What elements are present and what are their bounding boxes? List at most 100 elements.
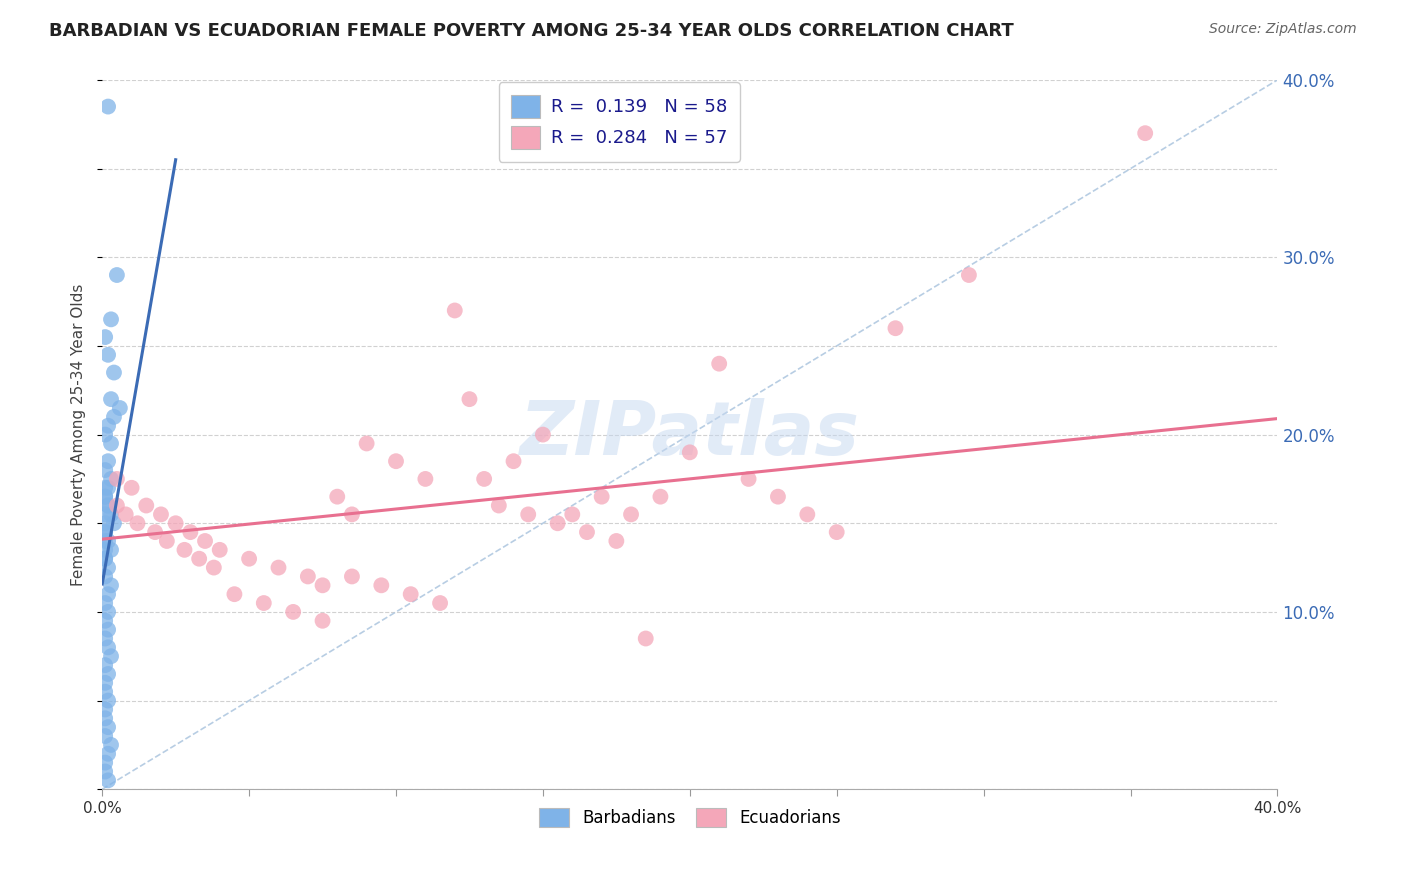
Point	[97, 747, 120, 761]
Text: ZIPatlas: ZIPatlas	[520, 398, 860, 471]
Point	[825, 525, 848, 540]
Point	[253, 596, 276, 610]
Point	[97, 418, 120, 433]
Point	[100, 578, 122, 592]
Point	[238, 551, 260, 566]
Point	[605, 533, 627, 548]
Point	[94, 490, 117, 504]
Point	[100, 312, 122, 326]
Point	[326, 490, 349, 504]
Point	[634, 632, 657, 646]
Point	[94, 614, 117, 628]
Point	[737, 472, 759, 486]
Point	[97, 560, 120, 574]
Point	[94, 658, 117, 673]
Point	[97, 499, 120, 513]
Point	[94, 684, 117, 698]
Point	[97, 499, 120, 513]
Point	[105, 499, 128, 513]
Point	[100, 392, 122, 406]
Point	[575, 525, 598, 540]
Text: BARBADIAN VS ECUADORIAN FEMALE POVERTY AMONG 25-34 YEAR OLDS CORRELATION CHART: BARBADIAN VS ECUADORIAN FEMALE POVERTY A…	[49, 22, 1014, 40]
Point	[94, 551, 117, 566]
Point	[97, 773, 120, 788]
Point	[173, 542, 195, 557]
Point	[385, 454, 408, 468]
Point	[94, 427, 117, 442]
Point	[103, 409, 125, 424]
Point	[97, 348, 120, 362]
Point	[957, 268, 980, 282]
Point	[502, 454, 524, 468]
Point	[108, 401, 131, 415]
Point	[283, 605, 305, 619]
Point	[97, 693, 120, 707]
Point	[179, 525, 201, 540]
Point	[94, 632, 117, 646]
Text: Source: ZipAtlas.com: Source: ZipAtlas.com	[1209, 22, 1357, 37]
Point	[650, 490, 672, 504]
Point	[517, 508, 540, 522]
Point	[796, 508, 818, 522]
Point	[94, 596, 117, 610]
Point	[679, 445, 702, 459]
Point	[94, 481, 117, 495]
Point	[97, 587, 120, 601]
Point	[94, 542, 117, 557]
Point	[429, 596, 451, 610]
Point	[884, 321, 907, 335]
Point	[121, 481, 143, 495]
Point	[97, 623, 120, 637]
Point	[103, 366, 125, 380]
Point	[458, 392, 481, 406]
Point	[94, 525, 117, 540]
Point	[224, 587, 246, 601]
Point	[202, 560, 225, 574]
Point	[100, 649, 122, 664]
Point	[94, 490, 117, 504]
Point	[97, 481, 120, 495]
Point	[340, 508, 363, 522]
Point	[488, 499, 510, 513]
Point	[531, 427, 554, 442]
Point	[356, 436, 378, 450]
Point	[143, 525, 166, 540]
Point	[208, 542, 231, 557]
Point	[100, 472, 122, 486]
Point	[127, 516, 149, 531]
Point	[149, 508, 172, 522]
Point	[340, 569, 363, 583]
Point	[399, 587, 422, 601]
Point	[97, 667, 120, 681]
Point	[94, 569, 117, 583]
Point	[415, 472, 437, 486]
Point	[156, 533, 179, 548]
Point	[94, 330, 117, 344]
Point	[267, 560, 290, 574]
Point	[709, 357, 731, 371]
Point	[94, 711, 117, 725]
Point	[188, 551, 211, 566]
Point	[97, 605, 120, 619]
Point	[547, 516, 569, 531]
Point	[97, 720, 120, 734]
Point	[97, 640, 120, 655]
Y-axis label: Female Poverty Among 25-34 Year Olds: Female Poverty Among 25-34 Year Olds	[72, 284, 86, 586]
Point	[94, 702, 117, 716]
Point	[97, 533, 120, 548]
Point	[94, 551, 117, 566]
Point	[94, 676, 117, 690]
Point	[100, 542, 122, 557]
Point	[94, 764, 117, 779]
Point	[94, 516, 117, 531]
Point	[100, 508, 122, 522]
Point	[472, 472, 495, 486]
Legend: Barbadians, Ecuadorians: Barbadians, Ecuadorians	[533, 802, 848, 834]
Point	[165, 516, 187, 531]
Point	[94, 525, 117, 540]
Point	[105, 268, 128, 282]
Point	[620, 508, 643, 522]
Point	[443, 303, 465, 318]
Point	[766, 490, 789, 504]
Point	[100, 738, 122, 752]
